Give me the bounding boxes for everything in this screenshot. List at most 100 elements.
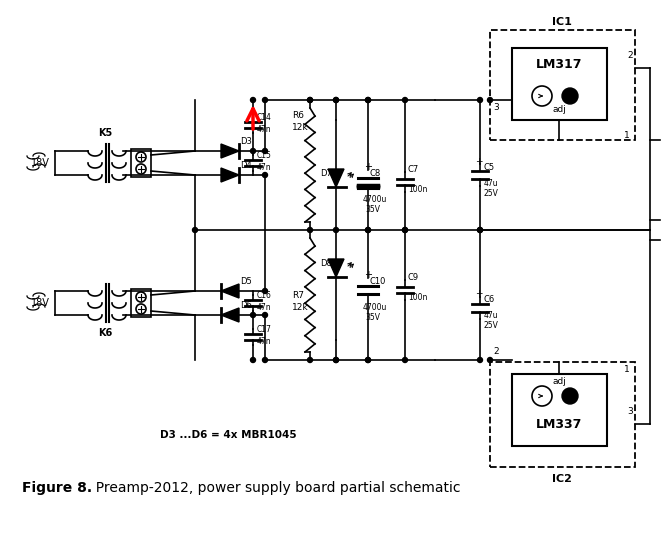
Circle shape [478,227,482,232]
Circle shape [403,227,407,232]
Circle shape [262,148,268,153]
Circle shape [366,358,370,363]
Circle shape [136,292,146,302]
Circle shape [478,358,482,363]
Text: D3: D3 [240,137,252,146]
Text: C10: C10 [370,278,386,286]
Polygon shape [328,169,344,187]
Circle shape [366,358,370,363]
Text: 12k: 12k [292,302,309,311]
Text: C7: C7 [408,166,419,174]
Text: 2: 2 [493,348,499,357]
Text: 18V: 18V [31,298,50,308]
Circle shape [333,358,338,363]
Circle shape [307,358,313,363]
Polygon shape [221,284,239,298]
Bar [131,289,151,317]
Polygon shape [221,168,239,182]
Circle shape [403,98,407,103]
Text: D3 ...D6 = 4x MBR1045: D3 ...D6 = 4x MBR1045 [160,430,297,440]
Text: 3: 3 [627,407,633,417]
Circle shape [136,304,146,314]
Text: LM317: LM317 [535,57,582,71]
Circle shape [136,164,146,174]
Circle shape [262,312,268,317]
Text: C14: C14 [257,113,272,121]
Circle shape [262,172,268,178]
Text: 47u: 47u [484,311,499,321]
Circle shape [488,98,493,103]
Text: D4: D4 [240,162,252,171]
Circle shape [403,358,407,363]
Circle shape [333,227,338,232]
Text: K6: K6 [98,328,112,338]
Circle shape [366,98,370,103]
Text: LM337: LM337 [536,417,582,431]
Text: 47n: 47n [257,302,272,311]
Circle shape [307,227,313,232]
Text: 100n: 100n [408,294,427,302]
Text: C6: C6 [484,295,495,305]
Text: K5: K5 [98,128,112,138]
Bar [131,149,151,177]
Circle shape [366,227,370,232]
Text: C16: C16 [257,290,272,300]
Text: IC2: IC2 [552,474,572,484]
Polygon shape [221,308,239,322]
Text: 3: 3 [493,104,499,113]
Circle shape [562,388,578,404]
Circle shape [333,98,338,103]
Text: 35V: 35V [365,204,380,214]
Text: 4700u: 4700u [363,195,387,204]
Bar [490,362,635,467]
Circle shape [262,289,268,294]
Circle shape [478,98,482,103]
Circle shape [366,227,370,232]
Circle shape [333,358,338,363]
Circle shape [403,227,407,232]
Polygon shape [328,259,344,277]
Circle shape [532,86,552,106]
Text: +: + [364,162,372,172]
Text: 47u: 47u [484,178,499,188]
Circle shape [250,148,256,153]
Circle shape [562,88,578,104]
Circle shape [193,227,197,232]
Circle shape [366,98,370,103]
Text: 18V: 18V [31,158,50,168]
Text: C9: C9 [408,273,419,283]
Bar [490,30,635,140]
Text: D5: D5 [240,278,252,286]
Circle shape [250,98,256,103]
Bar [512,48,607,120]
Text: 25V: 25V [484,188,499,198]
Text: 47n: 47n [257,337,272,346]
Circle shape [333,98,338,103]
Circle shape [250,358,256,363]
Circle shape [488,358,493,363]
Circle shape [136,152,146,162]
Text: C15: C15 [257,151,272,160]
Circle shape [250,312,256,317]
Text: 12k: 12k [292,123,309,131]
Text: 25V: 25V [484,321,499,331]
Text: D6: D6 [240,301,252,310]
Text: 47n: 47n [257,162,272,172]
Text: R7: R7 [292,290,304,300]
Text: Preamp-2012, power supply board partial schematic: Preamp-2012, power supply board partial … [87,481,460,495]
Bar [512,374,607,446]
Text: Figure 8.: Figure 8. [22,481,92,495]
Circle shape [532,386,552,406]
Text: C8: C8 [370,169,381,178]
Text: R6: R6 [292,110,304,119]
Text: IC1: IC1 [552,17,572,27]
Text: C5: C5 [484,162,495,172]
Text: +: + [475,157,482,166]
Text: C17: C17 [257,325,272,333]
Text: 1: 1 [624,365,630,374]
Polygon shape [221,144,239,158]
Circle shape [262,358,268,363]
Text: 35V: 35V [365,312,380,321]
Text: 47n: 47n [257,125,272,134]
Text: 1: 1 [624,130,630,140]
